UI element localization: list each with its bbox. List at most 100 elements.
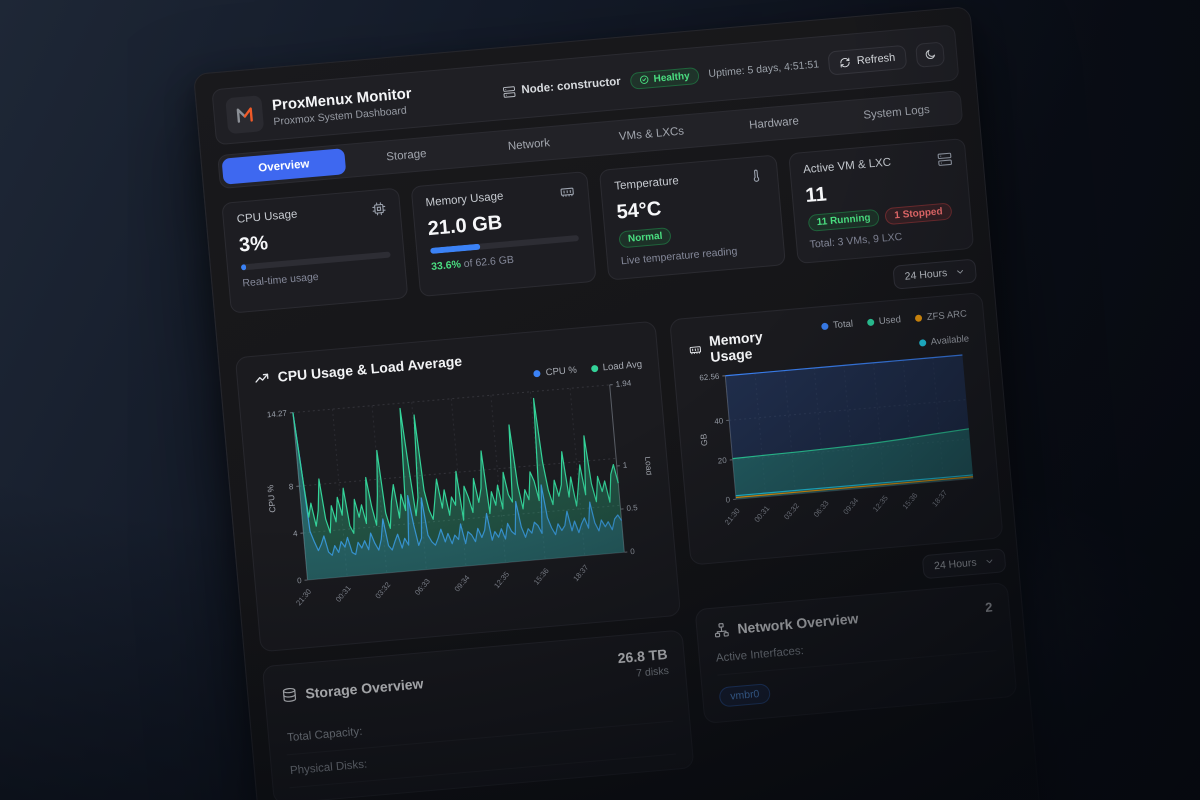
node-name: Node: constructor [520, 75, 622, 97]
svg-text:18:37: 18:37 [571, 563, 590, 583]
chevron-down-icon [986, 559, 993, 564]
vm-count-value: 11 [804, 183, 828, 208]
storage-panel: Storage Overview 26.8 TB 7 disks Total C… [261, 629, 695, 800]
memory-icon [560, 187, 574, 197]
storage-panel-title-row: Storage Overview [281, 675, 424, 703]
network-panel-title: Network Overview [736, 610, 860, 637]
svg-text:00:31: 00:31 [334, 584, 353, 604]
legend-item: Used [866, 314, 901, 328]
svg-text:00:31: 00:31 [752, 504, 771, 524]
svg-text:14.27: 14.27 [267, 409, 288, 420]
chart-line-icon [255, 373, 269, 383]
svg-text:20: 20 [717, 456, 727, 466]
tab-hardware[interactable]: Hardware [748, 115, 800, 132]
refresh-button[interactable]: Refresh [827, 44, 908, 76]
svg-text:0: 0 [297, 576, 303, 585]
tab-network[interactable]: Network [507, 137, 551, 153]
svg-text:Load: Load [643, 456, 655, 476]
svg-text:8: 8 [289, 482, 295, 491]
cpu-load-chart: 21:30 00:31 03:32 06:33 09:34 12:35 15:36 18:37… [256, 374, 662, 636]
chevron-down-icon [957, 269, 964, 274]
server-icon [502, 85, 516, 98]
temperature-value: 54°C [615, 197, 663, 224]
svg-text:62.56: 62.56 [699, 372, 720, 383]
temperature-status-badge: Normal [618, 226, 673, 249]
svg-text:4: 4 [293, 529, 299, 538]
svg-text:0: 0 [725, 495, 731, 504]
svg-text:40: 40 [714, 416, 724, 426]
interface-chip[interactable]: vmbr0 [718, 683, 772, 708]
svg-text:21:30: 21:30 [294, 587, 313, 607]
cpu-icon [371, 202, 386, 216]
cpu-card-title: CPU Usage [236, 208, 298, 226]
memory-card-title: Memory Usage [425, 190, 504, 210]
svg-text:GB: GB [698, 433, 709, 446]
legend-item: Total [820, 318, 853, 332]
legend-item: Load Avg [590, 359, 643, 374]
svg-text:12:35: 12:35 [492, 570, 511, 590]
database-icon [282, 687, 297, 702]
memory-panel-title: Memory Usage [708, 328, 764, 365]
brand: ProxMenux Monitor Proxmox System Dashboa… [225, 82, 413, 135]
tab-vms-lxcs[interactable]: VMs & LXCs [618, 125, 685, 144]
thermometer-icon [753, 169, 759, 182]
svg-text:03:32: 03:32 [373, 580, 392, 600]
memory-panel-title-row: Memory Usage [688, 326, 791, 367]
storage-disk-count: 7 disks [635, 664, 670, 680]
storage-row-label: Physical Disks: [289, 758, 368, 778]
svg-text:18:37: 18:37 [930, 488, 949, 508]
uptime-text: Uptime: 5 days, 4:51:51 [708, 58, 820, 81]
health-badge: Healthy [629, 66, 700, 90]
storage-panel-title: Storage Overview [304, 674, 424, 702]
svg-text:15:36: 15:36 [532, 566, 551, 586]
memory-chart: 21:30 00:31 03:32 06:33 09:34 12:35 15:36 18:37… [691, 348, 985, 549]
memory-value: 21.0 GB [426, 211, 504, 241]
svg-text:1: 1 [622, 461, 628, 470]
time-range-select-bottom[interactable]: 24 Hours [922, 548, 1007, 580]
refresh-label: Refresh [856, 51, 896, 68]
memory-icon [689, 346, 702, 355]
storage-total-capacity-value: 26.8 TB [617, 645, 669, 667]
svg-text:21:30: 21:30 [723, 506, 742, 526]
server-stack-icon [937, 152, 952, 166]
time-range-value: 24 Hours [933, 556, 978, 573]
legend-item: ZFS ARC [914, 308, 967, 324]
proxmenux-m-logo-icon [236, 107, 253, 123]
legend-item: CPU % [533, 365, 577, 380]
storage-row-label: Total Capacity: [286, 725, 363, 745]
storage-summary: 26.8 TB 7 disks [617, 646, 669, 681]
proxmenux-logo [225, 95, 265, 135]
cpu-progress-fill [240, 264, 247, 271]
svg-text:1.94: 1.94 [615, 378, 632, 388]
cpu-usage-card: CPU Usage 3% Real-time usage [221, 187, 408, 314]
svg-text:0: 0 [630, 547, 636, 556]
memory-progress-fill [429, 243, 481, 255]
network-icon [714, 623, 729, 638]
node-info: Node: constructor Healthy Uptime: 5 days… [501, 41, 946, 105]
cpu-load-panel: CPU Usage & Load Average CPU % Load Avg 2… [234, 320, 682, 653]
cpu-value: 3% [238, 232, 269, 257]
memory-usage-card: Memory Usage 21.0 GB 33.6% of 62.6 GB [410, 171, 597, 298]
refresh-icon [840, 57, 850, 68]
time-range-select-top[interactable]: 24 Hours [892, 258, 978, 290]
tab-overview[interactable]: Overview [221, 148, 347, 185]
svg-text:15:36: 15:36 [901, 491, 920, 511]
svg-text:CPU %: CPU % [265, 484, 277, 513]
vm-stopped-badge: 1 Stopped [884, 202, 953, 226]
network-interface-count: 2 [984, 598, 994, 615]
svg-text:09:34: 09:34 [453, 573, 472, 593]
node-label: Node: constructor [502, 75, 621, 98]
vm-card-title: Active VM & LXC [802, 156, 892, 177]
dashboard-window: ProxMenux Monitor Proxmox System Dashboa… [193, 6, 1051, 800]
tab-storage[interactable]: Storage [385, 147, 428, 164]
network-panel-title-row: Network Overview [713, 610, 859, 639]
svg-text:0.5: 0.5 [626, 503, 638, 513]
svg-text:12:35: 12:35 [871, 494, 890, 514]
temperature-card: Temperature 54°C Normal Live temperature… [598, 154, 786, 281]
theme-toggle-button[interactable] [915, 41, 946, 68]
left-column: CPU Usage & Load Average CPU % Load Avg 2… [234, 320, 695, 800]
tab-system-logs[interactable]: System Logs [862, 103, 931, 122]
network-panel: Network Overview 2 Active Interfaces: vm… [694, 581, 1018, 724]
right-column: Memory Usage Total Used ZFS ARC Available 2… [669, 292, 1018, 724]
